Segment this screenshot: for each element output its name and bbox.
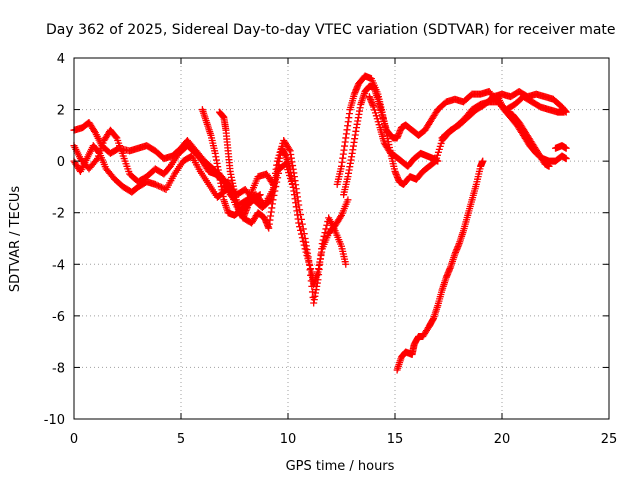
series-satellite-track-3 <box>70 142 296 232</box>
data-point-marker <box>479 157 487 165</box>
data-point-marker <box>318 240 326 248</box>
y-tick-label: -10 <box>44 413 65 428</box>
data-point-marker <box>295 201 303 209</box>
data-point-marker <box>159 184 167 192</box>
series-satellite-track-5 <box>216 108 277 222</box>
data-point-marker <box>269 180 277 188</box>
data-point-marker <box>297 215 305 223</box>
data-point-marker <box>297 211 305 219</box>
data-point-marker <box>288 180 296 188</box>
series-satellite-track-10 <box>494 93 570 165</box>
data-point-marker <box>285 145 293 153</box>
data-point-marker <box>562 155 570 163</box>
data-point-marker <box>296 206 304 214</box>
data-point-marker <box>319 236 327 244</box>
y-tick-label: 2 <box>57 104 65 119</box>
series-satellite-track-11 <box>552 142 570 152</box>
x-axis-label: GPS time / hours <box>286 459 395 474</box>
y-tick-label: -6 <box>52 310 65 325</box>
x-tick-label: 25 <box>601 432 618 447</box>
data-point-marker <box>299 225 307 233</box>
data-point-marker <box>344 196 352 204</box>
y-tick-label: 4 <box>57 52 65 67</box>
data-point-marker <box>255 191 263 199</box>
data-point-marker <box>562 108 570 116</box>
x-tick-label: 5 <box>177 432 185 447</box>
y-tick-label: -2 <box>52 207 65 222</box>
data-point-marker <box>562 144 570 152</box>
plot-frame <box>73 57 610 420</box>
data-point-marker <box>274 174 282 182</box>
y-tick-label: 0 <box>57 155 65 170</box>
data-point-marker <box>112 133 120 141</box>
y-tick-label: -4 <box>52 258 65 273</box>
data-point-marker <box>295 219 303 227</box>
series-satellite-track-8 <box>365 93 442 170</box>
series-satellite-track-9 <box>438 88 570 142</box>
data-point-marker <box>270 191 278 199</box>
y-tick-label: -8 <box>52 361 65 376</box>
data-point-marker <box>298 220 306 228</box>
series-satellite-track-2 <box>70 126 350 307</box>
data-point-marker <box>320 232 328 240</box>
data-point-marker <box>153 181 161 189</box>
grid <box>74 58 609 419</box>
series-satellite-track-12 <box>393 157 487 374</box>
x-tick-label: 15 <box>387 432 404 447</box>
y-axis-label: SDTVAR / TECUs <box>8 186 23 293</box>
data-point-marker <box>321 229 329 237</box>
data-point-marker <box>342 260 350 268</box>
data-point-marker <box>92 156 100 164</box>
data-point-marker <box>271 187 279 195</box>
data-point-marker <box>434 157 442 165</box>
x-tick-label: 10 <box>280 432 297 447</box>
x-tick-label: 0 <box>70 432 78 447</box>
data-point-marker <box>275 169 283 177</box>
x-tick-label: 20 <box>494 432 511 447</box>
data-point-marker <box>268 179 276 187</box>
data-point-marker <box>300 230 308 238</box>
data-point-marker <box>151 180 159 188</box>
data-point-marker <box>337 213 345 221</box>
data-point-marker <box>154 182 162 190</box>
data-point-marker <box>322 225 330 233</box>
data-point-marker <box>273 178 281 186</box>
chart-title: Day 362 of 2025, Sidereal Day-to-day VTE… <box>46 22 616 38</box>
data-point-marker <box>256 191 264 199</box>
data-point-marker <box>269 196 277 204</box>
data-point-marker <box>156 183 164 191</box>
data-points <box>70 72 570 374</box>
